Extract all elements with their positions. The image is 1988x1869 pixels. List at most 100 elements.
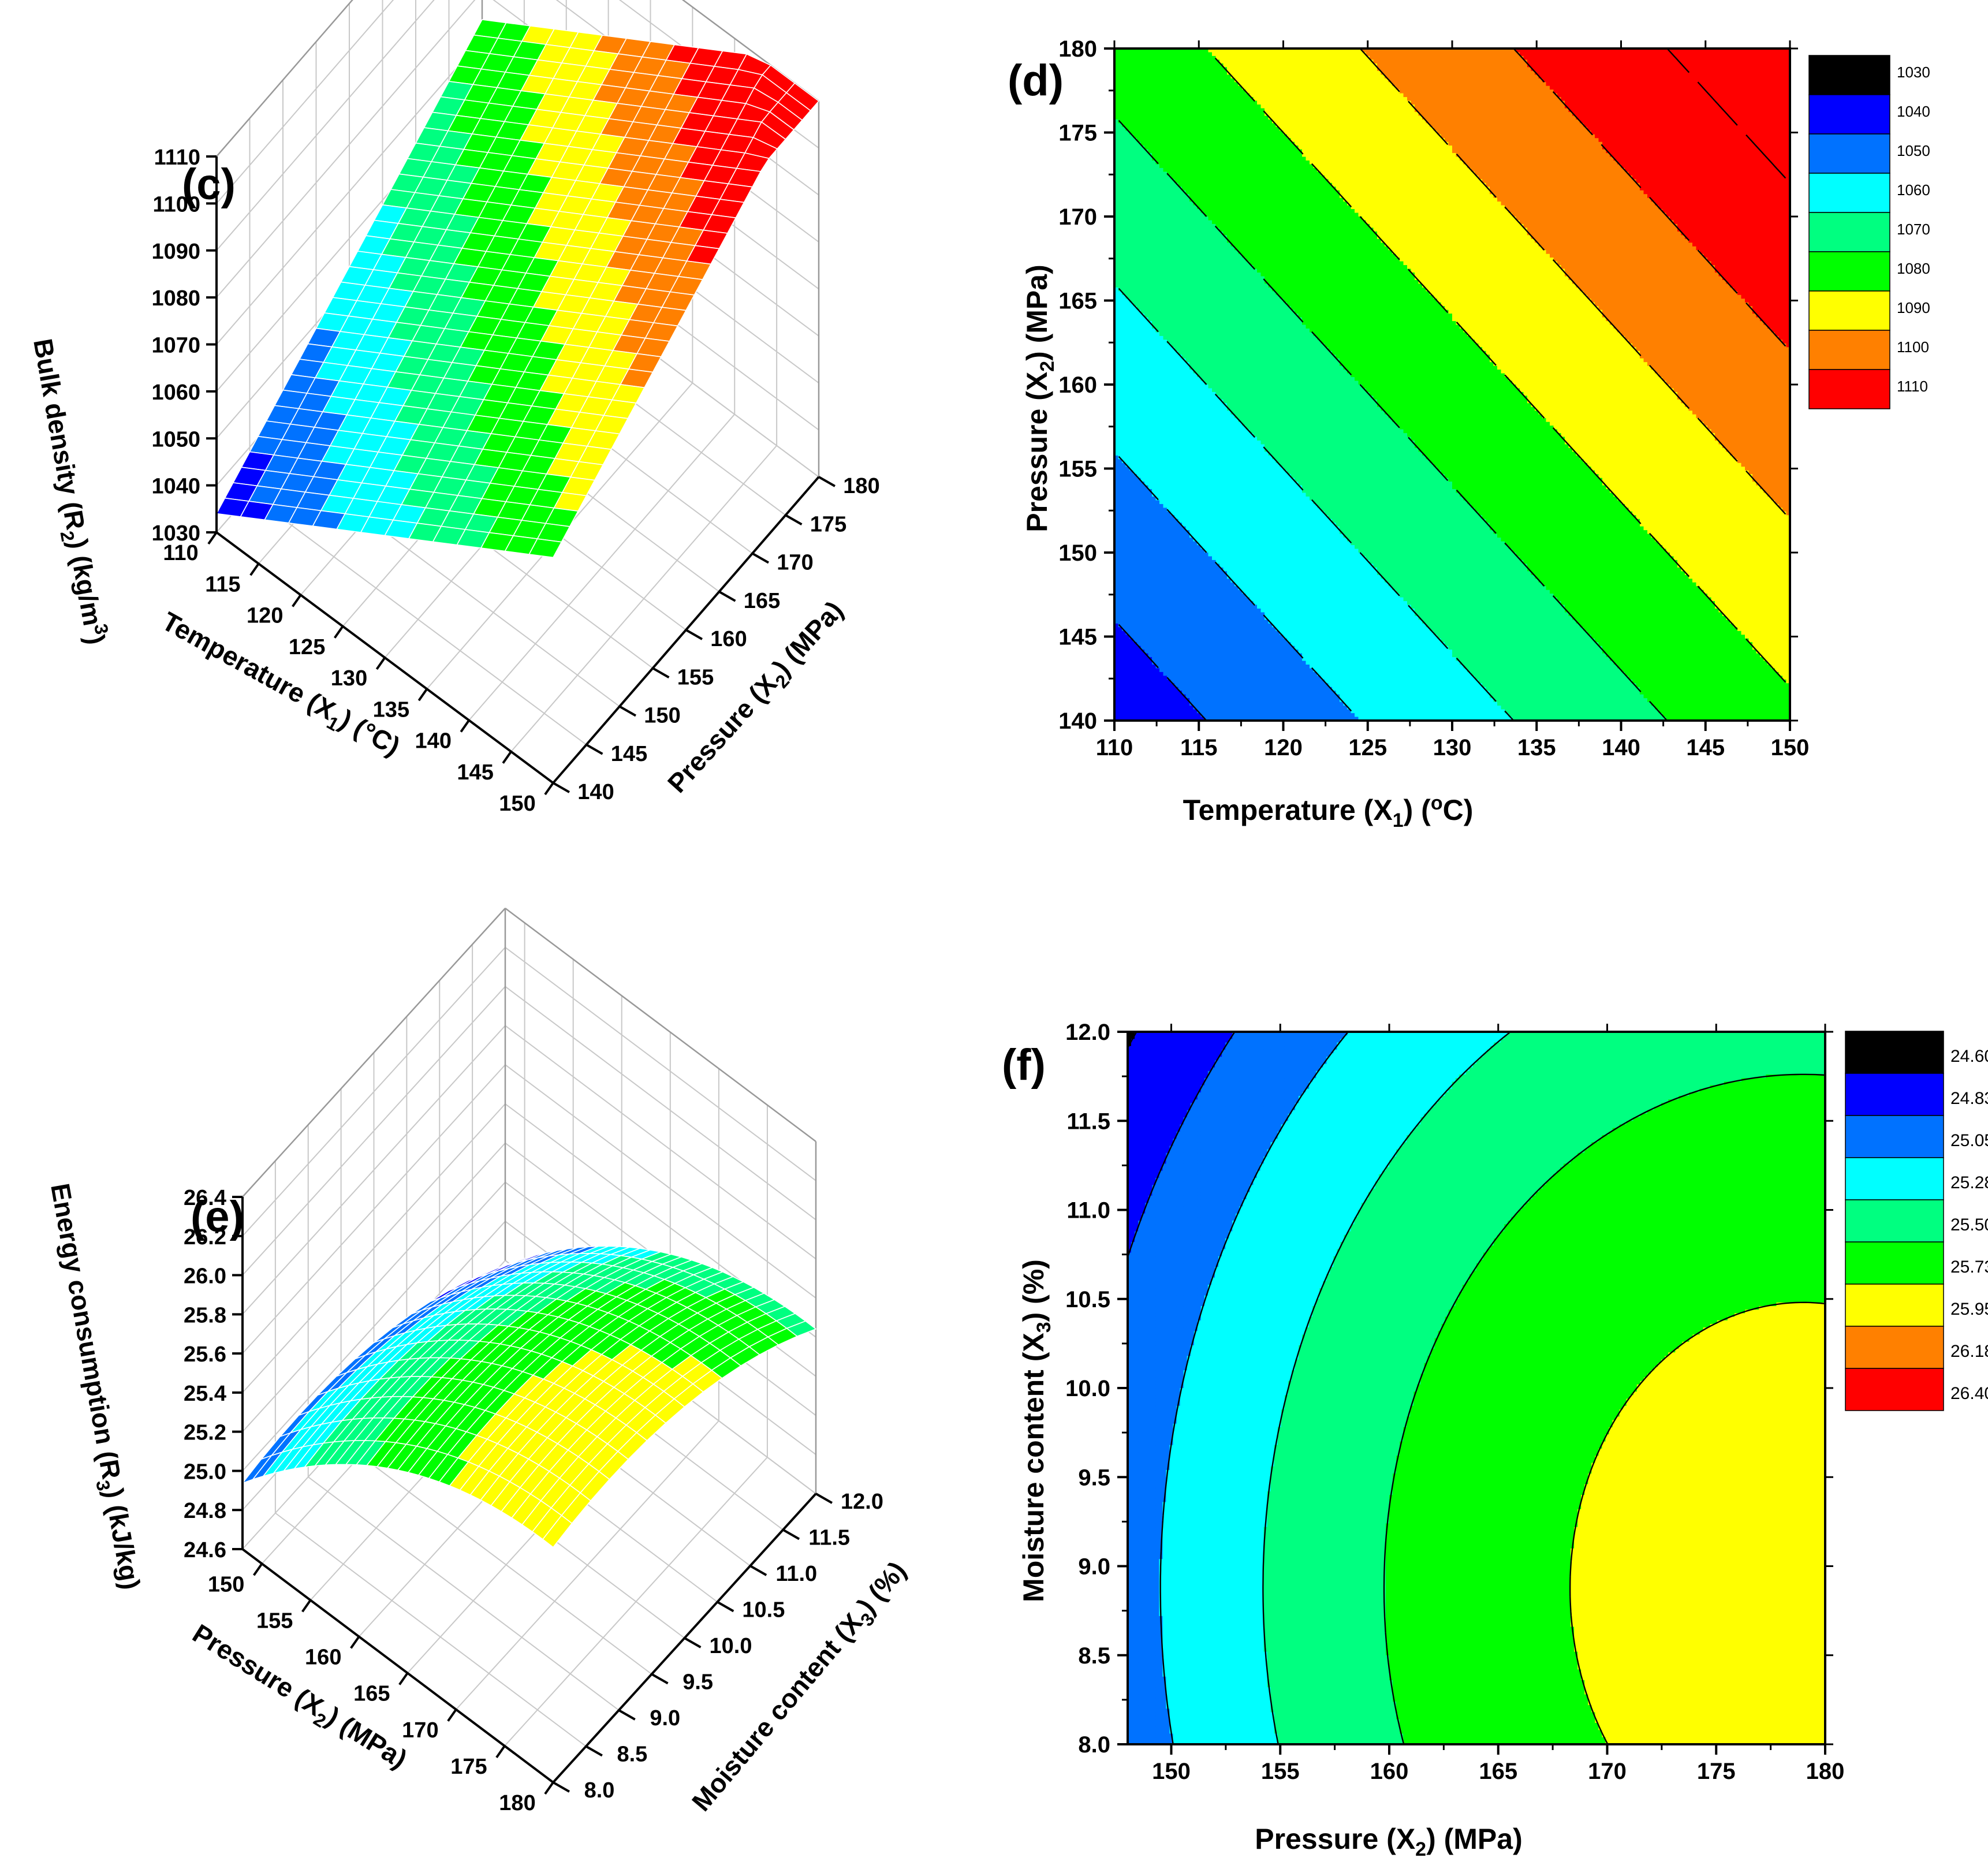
x-tick [419,689,427,700]
contour-cell [1141,258,1145,262]
contour-cell [1122,564,1126,568]
contour-cell [1118,161,1122,165]
contour-cell [1118,142,1122,146]
contour-cell [1129,120,1133,124]
contour-cell [1122,433,1126,437]
contour-cell [1129,545,1133,549]
x-tick [377,658,385,669]
contour-cell [1141,171,1145,176]
contour-cell [1118,362,1122,366]
contour-cell [1122,130,1126,135]
y-tick [819,477,835,486]
contour-cell [1141,179,1145,183]
contour-cell [1137,575,1141,579]
contour-cell [1141,560,1145,564]
contour-cell [1118,202,1122,206]
contour-cell [1122,94,1126,98]
contour-cell [1122,74,1126,79]
contour-cell [1133,501,1137,505]
contour-cell [1137,508,1141,512]
contour-cell [1122,583,1126,587]
contour-cell [1129,123,1133,127]
contour-cell [1122,97,1126,101]
contour-cell [1141,194,1145,198]
contour-cell [1118,130,1122,135]
contour-cell [1122,613,1126,617]
contour-cell [1141,123,1145,127]
contour-cell [1137,171,1141,176]
contour-cell [1122,318,1126,322]
contour-cell [1118,355,1122,359]
z-tick-label: 1040 [151,475,200,499]
contour-cell [1137,609,1141,613]
contour-cell [1133,415,1137,419]
contour-cell [1133,165,1137,169]
contour-cell [1137,325,1141,329]
contour-cell [1129,463,1133,467]
contour-cell [1126,269,1130,273]
contour-cell [1133,318,1137,322]
contour-cell [1133,657,1137,661]
contour-cell [1118,553,1122,557]
contour-cell [1122,396,1126,400]
contour-cell [1129,583,1133,587]
z-tick-label: 1060 [151,380,200,405]
contour-cell [1118,232,1122,236]
contour-cell [1122,501,1126,505]
contour-cell [1133,695,1137,699]
contour-cell [1137,441,1141,445]
contour-cell [1126,575,1130,579]
contour-cell [1133,262,1137,266]
contour-cell [1129,202,1133,206]
contour-cell [1118,445,1122,449]
contour-cell [1118,530,1122,534]
contour-cell [1126,687,1130,691]
contour-cell [1129,407,1133,411]
contour-cell [1137,250,1141,254]
contour-cell [1137,56,1141,60]
contour-cell [1133,504,1137,508]
contour-cell [1133,683,1137,687]
contour-cell [1122,247,1126,251]
contour-cell [1126,355,1130,359]
contour-cell [1129,105,1133,109]
contour-cell [1122,594,1126,598]
contour-cell [1141,291,1145,295]
contour-cell [1118,493,1122,497]
contour-cell [1129,165,1133,169]
contour-cell [1129,265,1133,269]
contour-cell [1144,135,1148,139]
contour-cell [1126,351,1130,355]
contour-cell [1141,120,1145,124]
contour-cell [1126,344,1130,348]
contour-cell [1133,310,1137,314]
contour-cell [1122,277,1126,281]
contour-cell [1118,467,1122,471]
contour-cell [1126,486,1130,490]
contour-cell [1122,415,1126,419]
contour-cell [1122,112,1126,116]
contour-cell [1118,56,1122,60]
contour-cell [1129,94,1133,98]
contour-cell [1129,683,1133,687]
contour-cell [1133,631,1137,635]
contour-cell [1118,504,1122,508]
contour-cell [1129,370,1133,374]
contour-cell [1137,176,1141,180]
contour-cell [1133,179,1137,183]
contour-cell [1133,232,1137,236]
contour-cell [1137,467,1141,471]
contour-cell [1133,571,1137,575]
contour-cell [1129,456,1133,460]
x-tick [208,532,217,544]
contour-cell [1129,243,1133,247]
contour-cell [1118,303,1122,307]
contour-cell [1118,277,1122,281]
contour-cell [1141,198,1145,202]
contour-cell [1118,347,1122,351]
contour-cell [1137,710,1141,714]
contour-cell [1141,698,1145,702]
contour-cell [1129,59,1133,64]
contour-cell [1126,639,1130,643]
contour-cell [1129,403,1133,407]
